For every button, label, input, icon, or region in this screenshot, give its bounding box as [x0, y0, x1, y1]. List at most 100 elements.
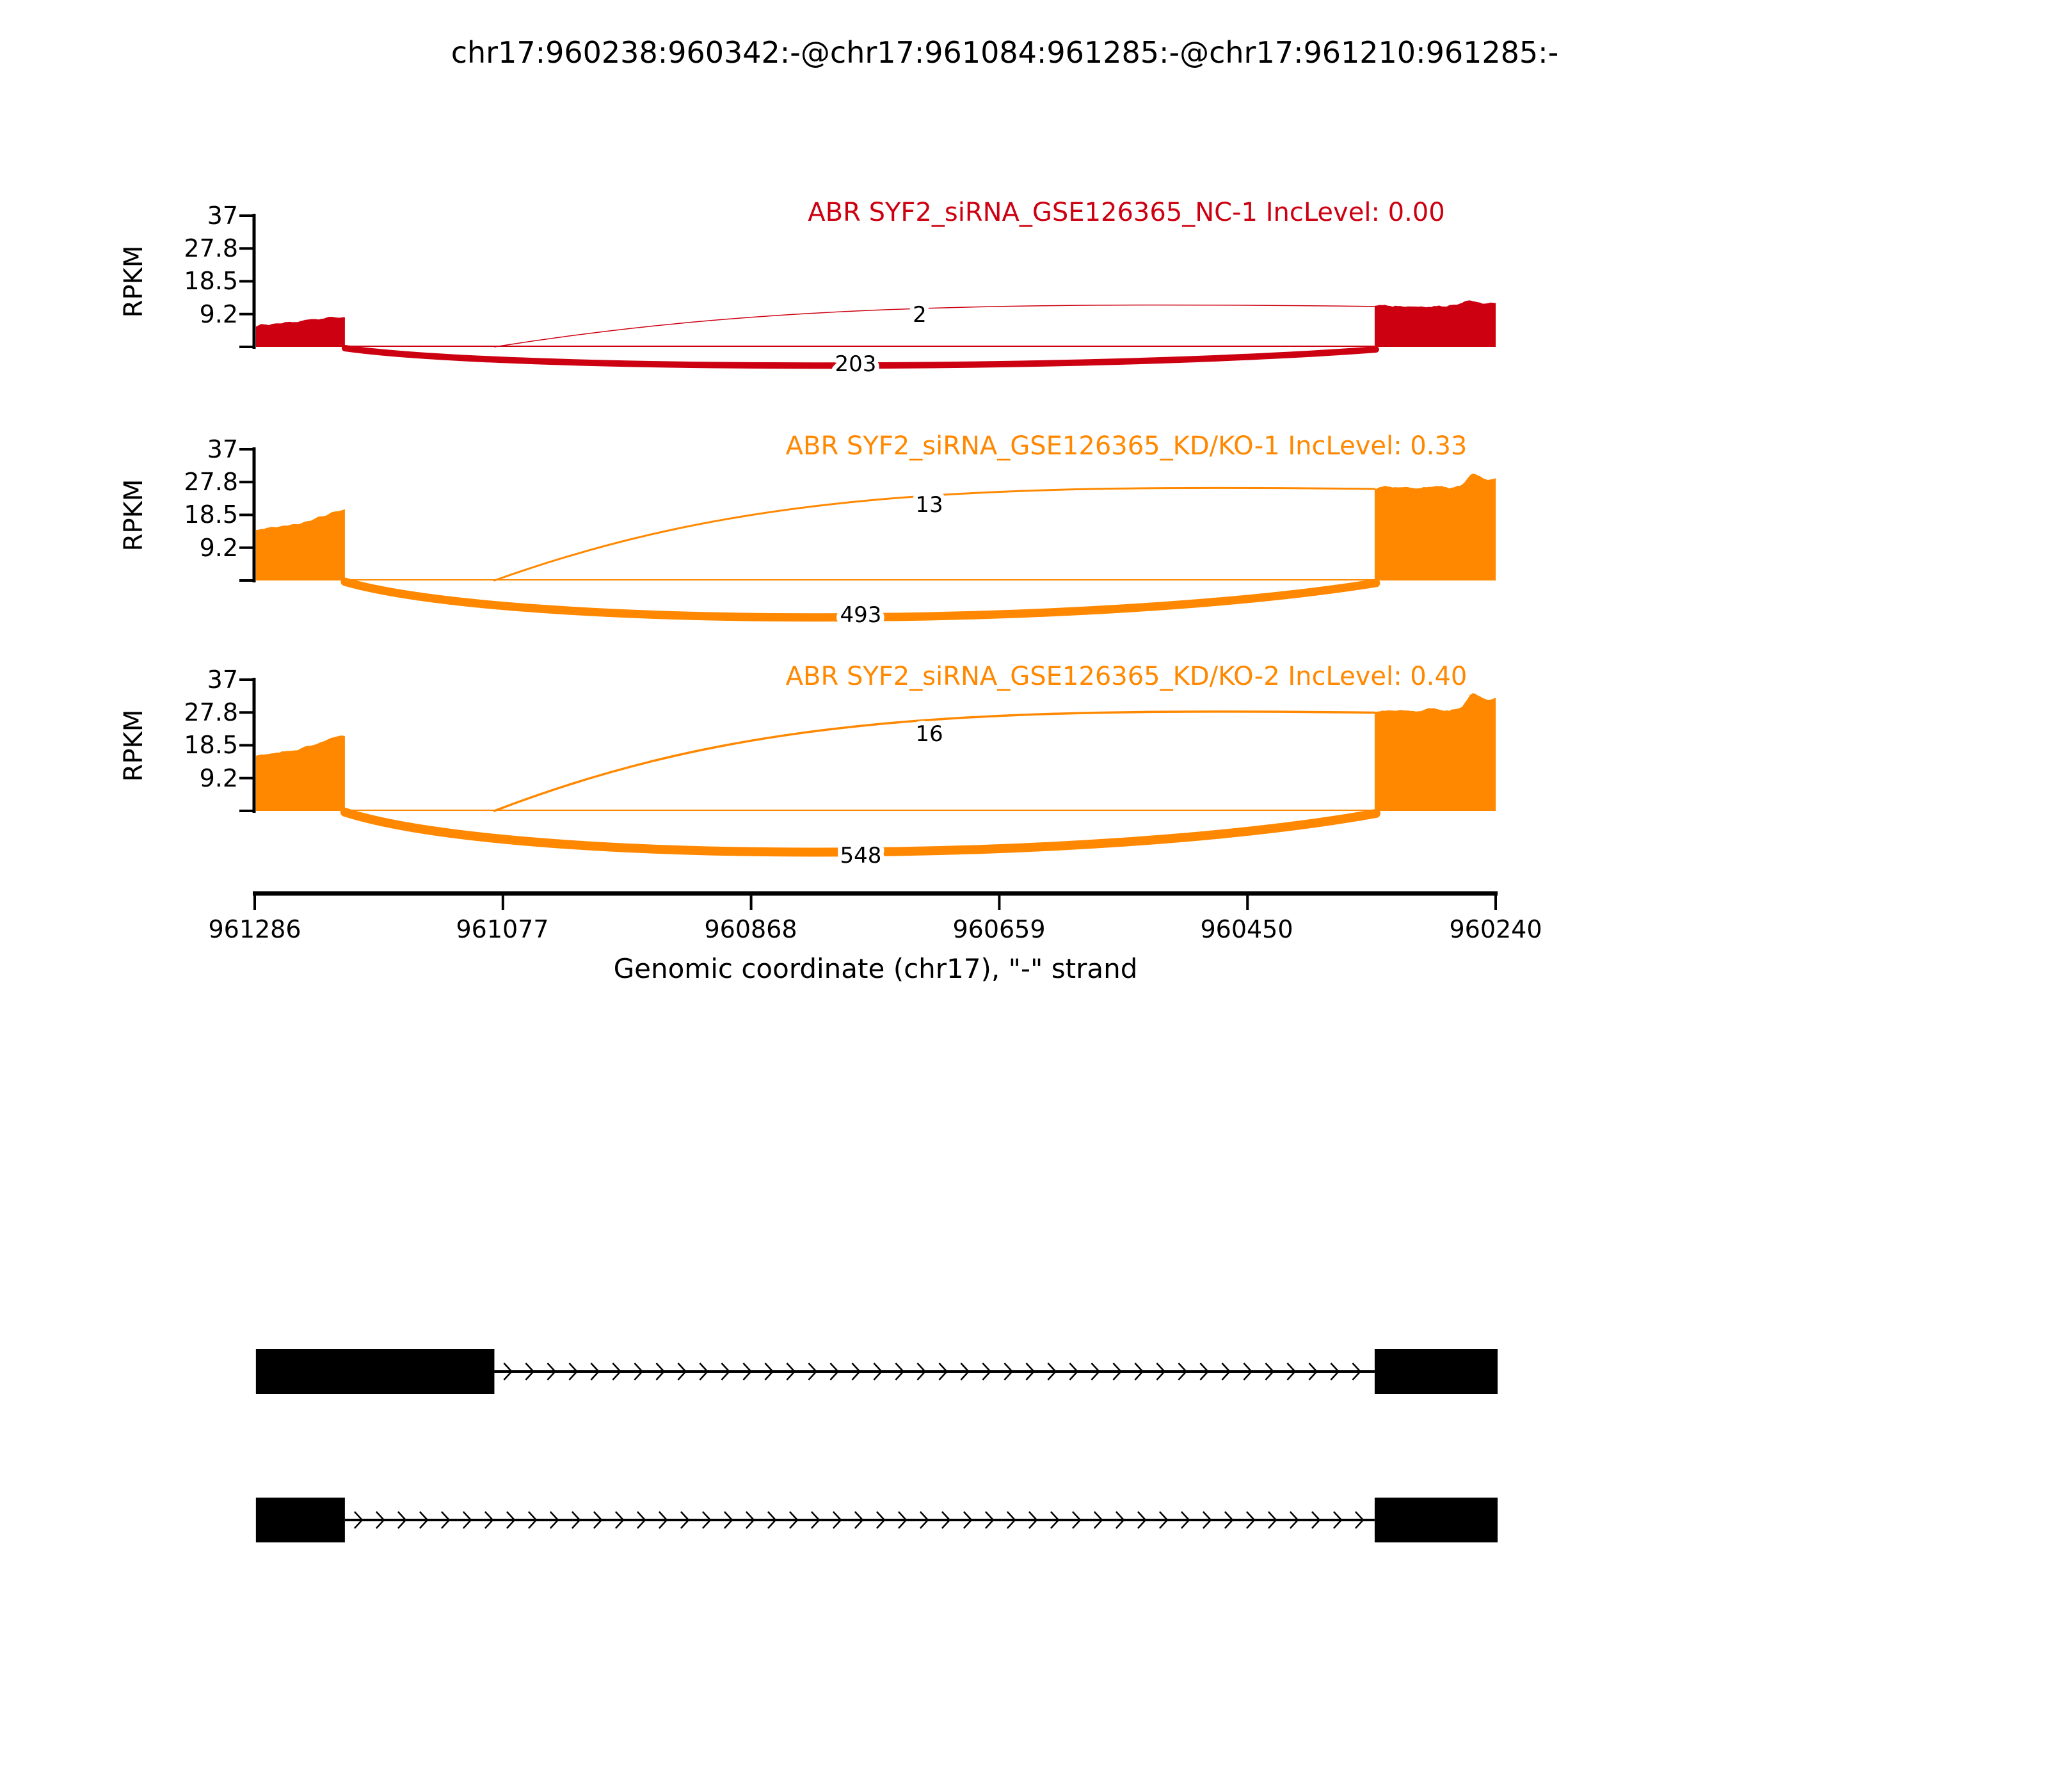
junction-count-label: 548 [840, 843, 882, 868]
y-tick-label: 27.8 [184, 698, 238, 726]
track-label: ABR SYF2_siRNA_GSE126365_KD/KO-1 IncLeve… [786, 431, 1468, 461]
intron-arrow-icon [1180, 1511, 1190, 1529]
coverage-area [1374, 474, 1496, 580]
intron-arrow-icon [873, 1363, 883, 1380]
gene-model-isoform [255, 1349, 1498, 1394]
rpkm-axis-label: RPKM [119, 479, 148, 552]
intron-arrow-icon [1071, 1511, 1082, 1529]
track-kdko2: ABR SYF2_siRNA_GSE126365_KD/KO-2 IncLeve… [119, 662, 1496, 873]
intron-arrow-icon [547, 1363, 557, 1380]
intron-arrow-icon [786, 1363, 796, 1380]
gene-models [255, 1349, 1498, 1542]
junction-arc-inclusion [493, 710, 1376, 812]
coverage-area [255, 735, 345, 811]
intron-arrow-icon [810, 1511, 820, 1529]
intron-arrow-icon [1091, 1363, 1101, 1380]
intron-arrow-icon [1112, 1363, 1123, 1380]
intron-arrow-icon [1028, 1511, 1038, 1529]
intron-arrow-icon [851, 1363, 861, 1380]
intron-arrow-icon [1156, 1363, 1166, 1380]
intron-arrow-icon [745, 1511, 755, 1529]
intron-arrow-icon [1137, 1511, 1147, 1529]
intron-arrow-icon [1245, 1511, 1256, 1529]
rpkm-axis-label: RPKM [119, 710, 148, 782]
intron-arrow-icon [1004, 1363, 1014, 1380]
intron-arrow-icon [1354, 1511, 1364, 1529]
track-shapes [255, 474, 1496, 622]
exon-box [1374, 1349, 1498, 1394]
intron-arrow-icon [1289, 1511, 1299, 1529]
intron-arrow-icon [612, 1363, 622, 1380]
intron-arrow-icon [829, 1363, 840, 1380]
intron-arrow-icon [701, 1511, 712, 1529]
intron-arrow-icon [1311, 1511, 1321, 1529]
exon-box [255, 1498, 345, 1542]
intron-arrow-icon [1202, 1511, 1212, 1529]
intron-arrow-icon [723, 1511, 733, 1529]
intron-arrow-icon [984, 1511, 995, 1529]
intron-arrow-icon [963, 1511, 973, 1529]
y-tick-label: 27.8 [184, 234, 238, 262]
intron-arrow-icon [1221, 1363, 1231, 1380]
intron-arrow-icon [1006, 1511, 1016, 1529]
coverage-area [255, 317, 345, 347]
intron-arrow-icon [634, 1363, 644, 1380]
y-tick-label: 9.2 [200, 764, 238, 792]
y-axis [239, 678, 256, 813]
track-shapes [255, 300, 1496, 369]
intron-arrow-icon [677, 1363, 687, 1380]
intron-arrow-icon [938, 1363, 948, 1380]
y-axis [239, 447, 256, 582]
y-tick-label: 18.5 [184, 731, 238, 759]
figure-title: chr17:960238:960342:-@chr17:961084:96128… [451, 35, 1559, 70]
intron-arrow-icon [525, 1363, 535, 1380]
x-axis-label: Genomic coordinate (chr17), "-" strand [614, 953, 1138, 984]
junction-arc-exclusion [340, 808, 1380, 857]
intron-arrow-icon [767, 1511, 777, 1529]
intron-arrow-icon [636, 1511, 646, 1529]
intron-arrow-icon [419, 1511, 429, 1529]
y-tick-label: 9.2 [200, 534, 238, 562]
y-tick-label: 9.2 [200, 300, 238, 328]
x-tick-label: 961077 [456, 915, 548, 943]
intron-arrow-icon [680, 1511, 690, 1529]
junction-count-label: 203 [835, 351, 877, 377]
intron-arrow-icon [1050, 1511, 1060, 1529]
track-nc1: ABR SYF2_siRNA_GSE126365_NC-1 IncLevel: … [119, 198, 1496, 381]
intron-arrow-icon [503, 1363, 513, 1380]
intron-arrow-icon [721, 1363, 731, 1380]
intron-arrow-icon [1308, 1363, 1318, 1380]
junction-arc-exclusion [341, 345, 1379, 369]
intron-arrow-icon [353, 1511, 364, 1529]
intron-arrow-icon [375, 1511, 385, 1529]
intron-arrow-icon [1265, 1363, 1275, 1380]
exon-box [255, 1349, 495, 1394]
exon-box [1374, 1498, 1498, 1542]
intron-arrow-icon [440, 1511, 451, 1529]
track-kdko1: ABR SYF2_siRNA_GSE126365_KD/KO-1 IncLeve… [119, 431, 1496, 632]
intron-arrow-icon [1115, 1511, 1125, 1529]
x-tick-label: 960868 [704, 915, 797, 943]
intron-arrow-icon [895, 1363, 905, 1380]
y-tick-label: 18.5 [184, 267, 238, 295]
coverage-area [1374, 693, 1496, 811]
intron-arrow-icon [1199, 1363, 1210, 1380]
intron-arrow-icon [1224, 1511, 1234, 1529]
intron-arrow-icon [549, 1511, 559, 1529]
rpkm-axis-label: RPKM [119, 246, 148, 318]
intron-arrow-icon [832, 1511, 842, 1529]
intron-arrow-icon [568, 1363, 579, 1380]
intron-arrow-icon [788, 1511, 799, 1529]
intron-arrow-icon [1332, 1511, 1343, 1529]
intron-arrow-icon [742, 1363, 753, 1380]
intron-arrow-icon [1025, 1363, 1036, 1380]
coverage-area [255, 509, 345, 580]
intron-arrow-icon [655, 1363, 666, 1380]
intron-arrow-icon [614, 1511, 625, 1529]
coverage-area [1374, 300, 1496, 347]
x-tick-label: 960240 [1449, 915, 1542, 943]
intron-arrow-icon [1093, 1511, 1103, 1529]
intron-arrow-icon [484, 1511, 494, 1529]
